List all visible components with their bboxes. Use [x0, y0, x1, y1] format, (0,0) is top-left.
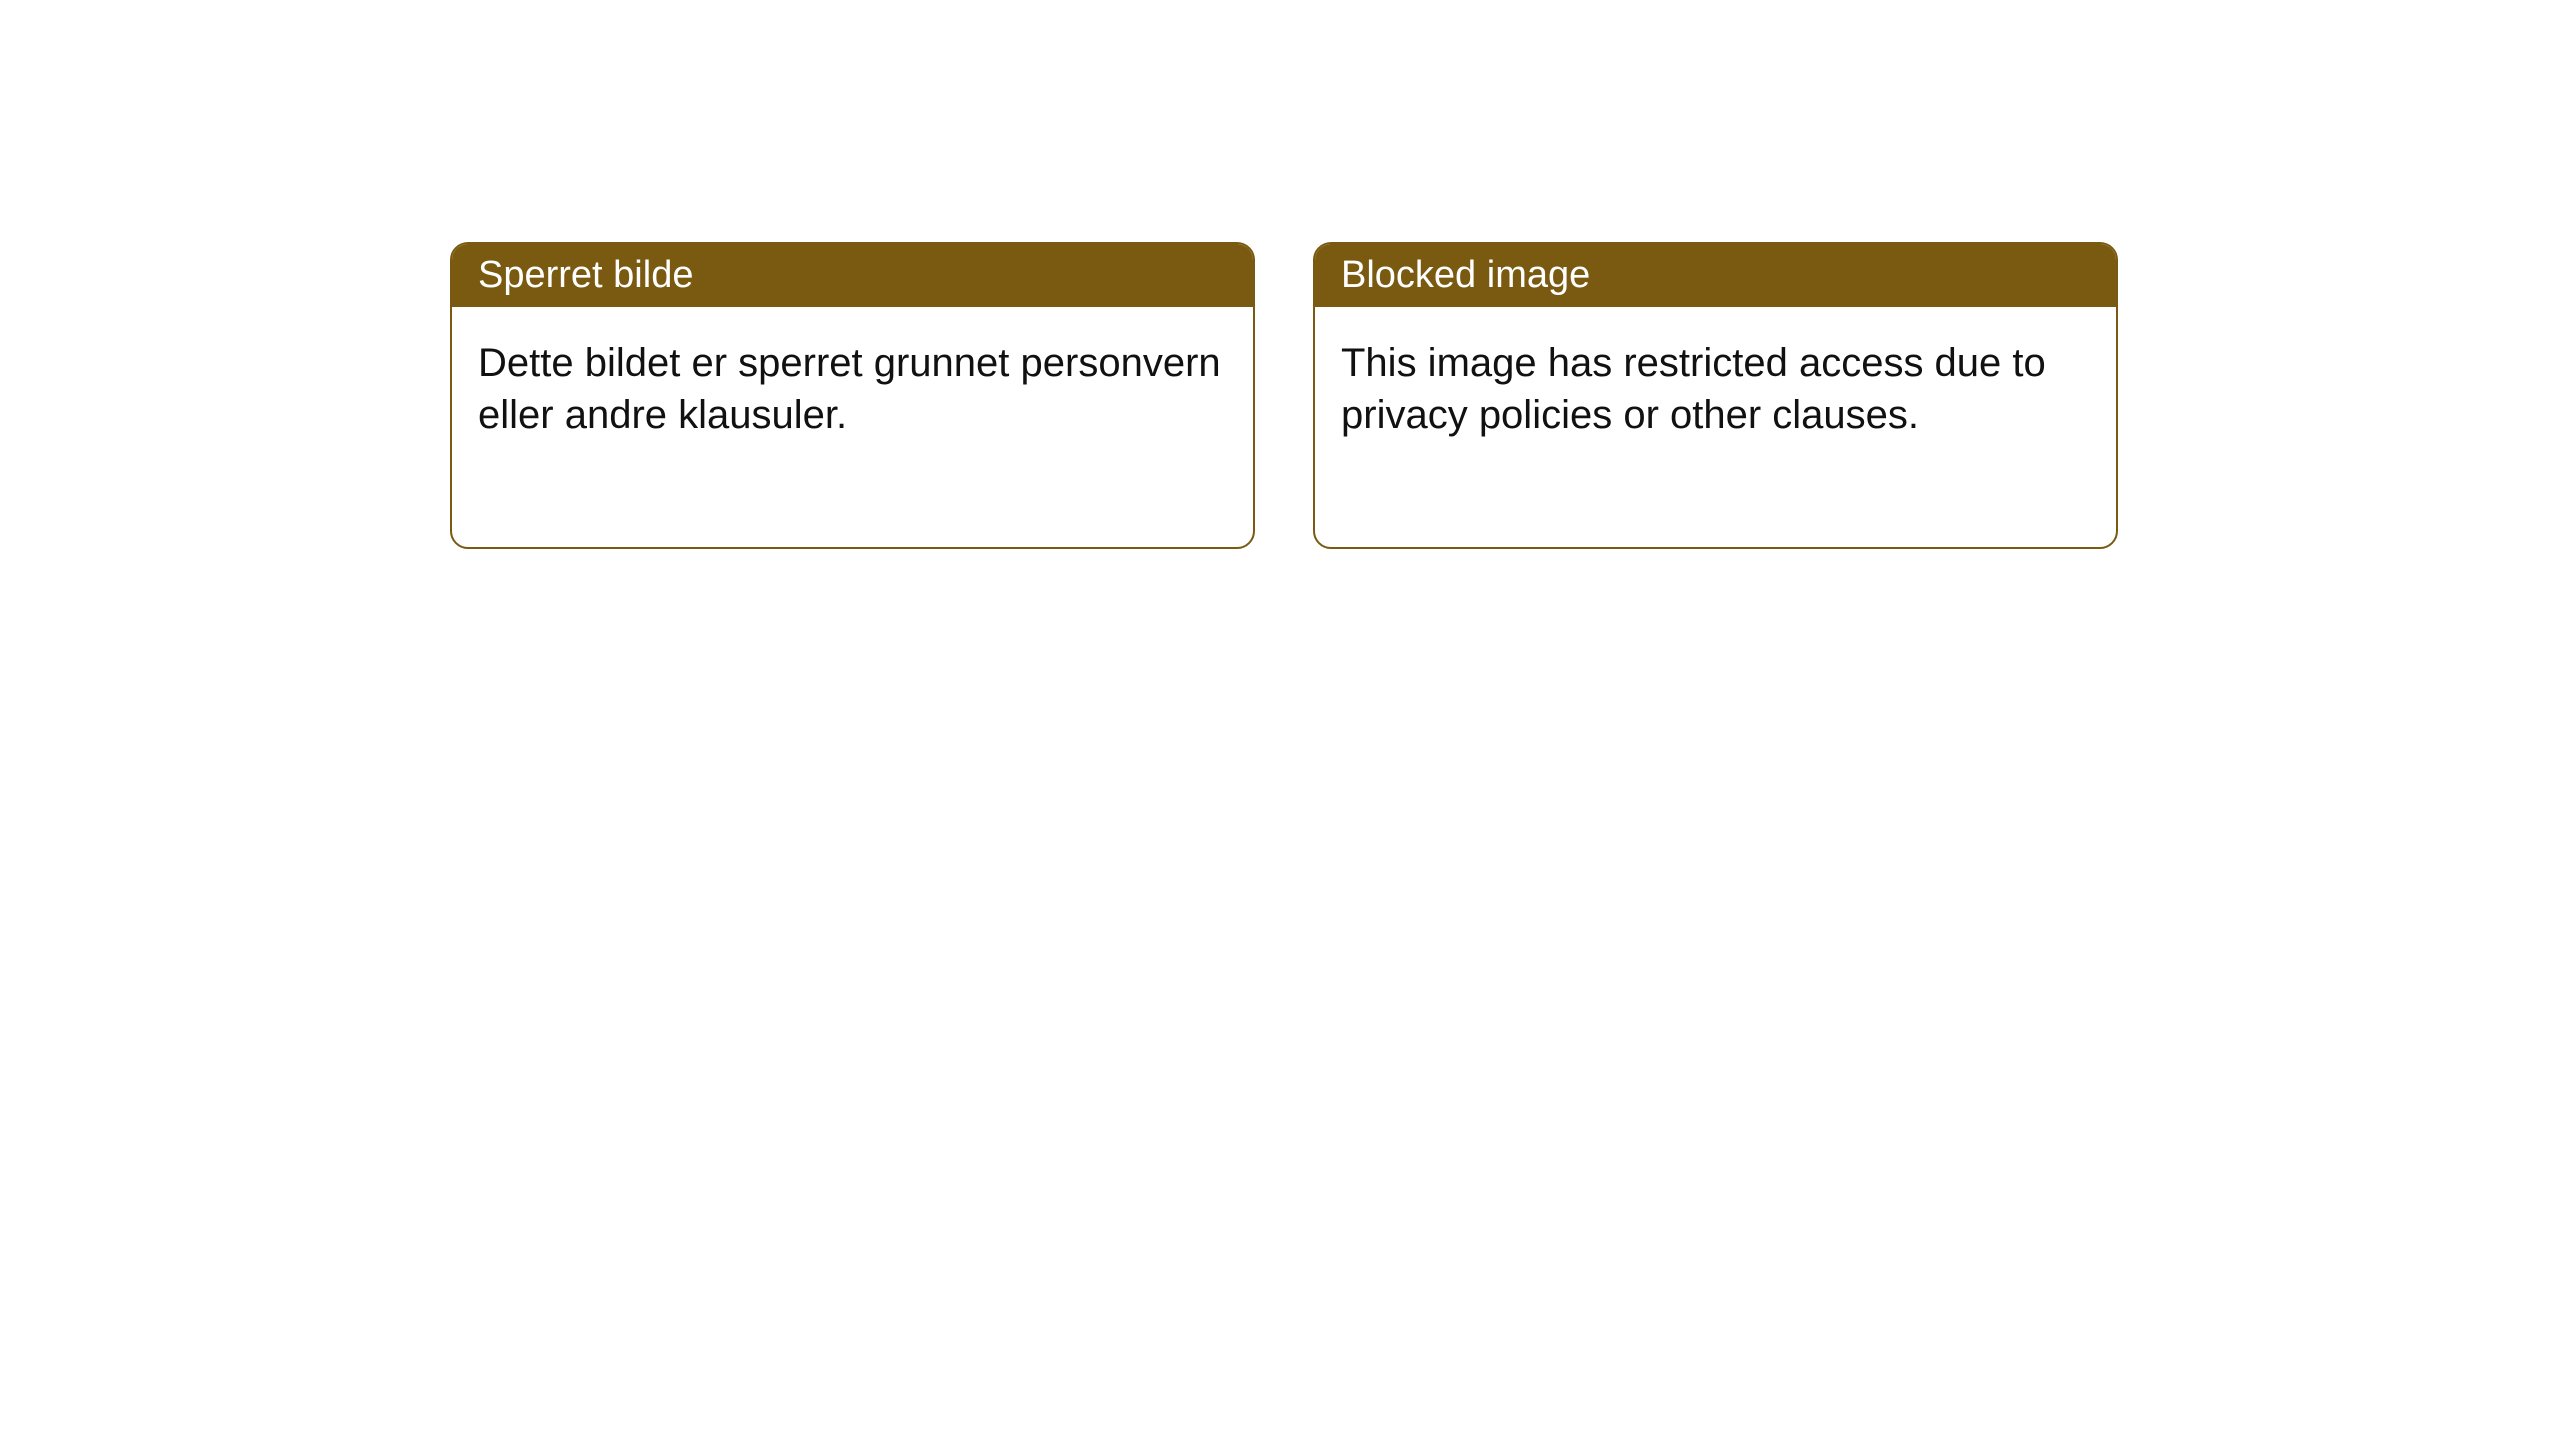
- blocked-image-card-en: Blocked image This image has restricted …: [1313, 242, 2118, 549]
- blocked-image-card-no: Sperret bilde Dette bildet er sperret gr…: [450, 242, 1255, 549]
- card-header-text: Sperret bilde: [478, 254, 693, 296]
- card-body-en: This image has restricted access due to …: [1315, 307, 2116, 547]
- card-body-no: Dette bildet er sperret grunnet personve…: [452, 307, 1253, 547]
- card-body-text: This image has restricted access due to …: [1341, 341, 2046, 437]
- card-header-en: Blocked image: [1315, 244, 2116, 307]
- blocked-image-notices: Sperret bilde Dette bildet er sperret gr…: [450, 242, 2118, 549]
- card-header-no: Sperret bilde: [452, 244, 1253, 307]
- card-body-text: Dette bildet er sperret grunnet personve…: [478, 341, 1221, 437]
- card-header-text: Blocked image: [1341, 254, 1590, 296]
